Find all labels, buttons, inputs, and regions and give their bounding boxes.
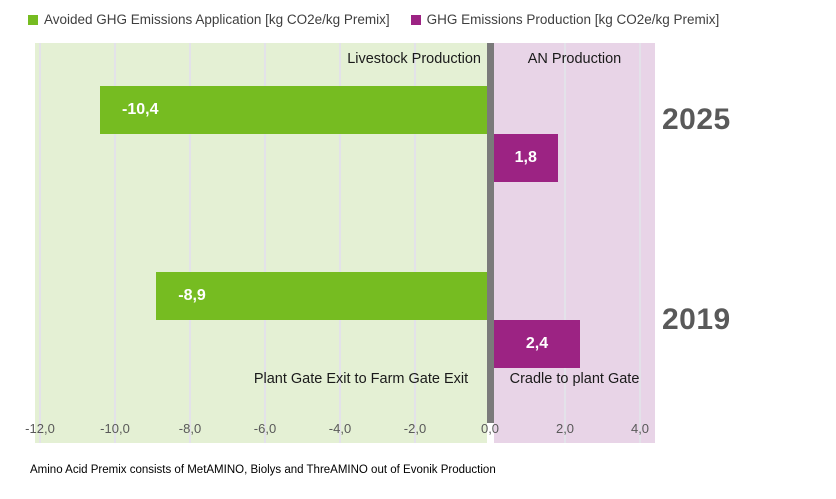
bar-avoided-2019: -8,9: [156, 272, 487, 320]
x-tick-label: 0,0: [480, 421, 500, 436]
bar-avoided-2025: -10,4: [100, 86, 487, 134]
legend-label: GHG Emissions Production [kg CO2e/kg Pre…: [426, 12, 720, 27]
legend-label: Avoided GHG Emissions Application [kg CO…: [44, 12, 390, 27]
annotation-plant-gate-exit: Plant Gate Exit to Farm Gate Exit: [253, 371, 469, 387]
chart-legend: Avoided GHG Emissions Application [kg CO…: [28, 12, 719, 27]
green-square-icon: [28, 14, 38, 25]
bar-value-label: -10,4: [122, 101, 159, 118]
annotation-an-production: AN Production: [527, 51, 622, 67]
bar-value-label: 2,4: [525, 335, 549, 352]
bar-production-2019: 2,4: [494, 320, 580, 368]
x-tick-label: -4,0: [328, 421, 352, 436]
an-production-region: [494, 43, 655, 443]
bar-value-label: -8,9: [178, 287, 206, 304]
x-tick-label: -2,0: [403, 421, 427, 436]
gridline: [414, 43, 416, 443]
footnote: Amino Acid Premix consists of MetAMINO, …: [30, 464, 496, 476]
annotation-cradle-to-plant-gate: Cradle to plant Gate: [509, 371, 640, 387]
zero-axis-divider: [487, 43, 494, 423]
gridline: [639, 43, 641, 443]
plot-area: -10,4 1,8 -8,9 2,4 Livestock Production …: [25, 43, 655, 443]
purple-square-icon: [410, 14, 421, 25]
x-tick-label: 4,0: [630, 421, 650, 436]
gridline: [564, 43, 566, 443]
legend-item-avoided-emissions: Avoided GHG Emissions Application [kg CO…: [28, 12, 390, 27]
bar-production-2025: 1,8: [494, 134, 558, 182]
gridline: [339, 43, 341, 443]
x-tick-label: -6,0: [253, 421, 277, 436]
x-tick-label: -12,0: [25, 421, 55, 436]
bar-value-label: 1,8: [514, 149, 537, 166]
annotation-livestock-production: Livestock Production: [347, 51, 481, 67]
legend-item-production-emissions: GHG Emissions Production [kg CO2e/kg Pre…: [410, 12, 720, 27]
x-tick-label: -8,0: [178, 421, 202, 436]
category-label-2025: 2025: [662, 103, 731, 136]
x-tick-label: -10,0: [100, 421, 130, 436]
category-label-2019: 2019: [662, 303, 731, 336]
gridline: [39, 43, 41, 443]
gridline: [264, 43, 266, 443]
gridline: [189, 43, 191, 443]
gridline: [114, 43, 116, 443]
x-tick-label: 2,0: [555, 421, 575, 436]
